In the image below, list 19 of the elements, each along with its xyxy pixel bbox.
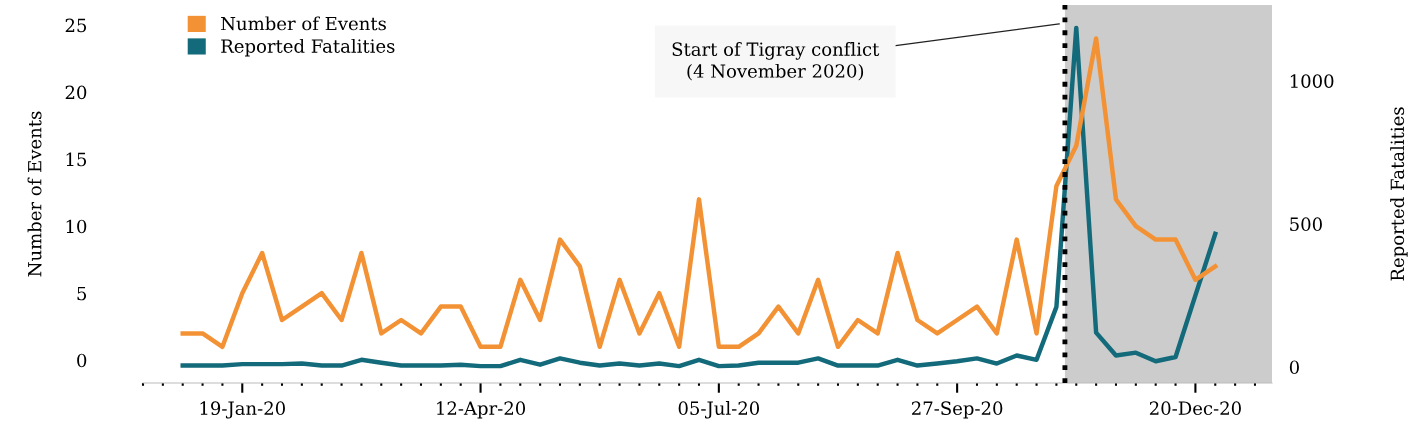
- y-tick-label: 15: [66, 152, 87, 167]
- y2-tick-label: 1000: [1290, 74, 1334, 88]
- legend-label: Number of Events: [221, 16, 386, 31]
- y2-tick-label: 0: [1289, 360, 1299, 375]
- y-tick-label: 20: [65, 85, 87, 100]
- y-axis-title: Number of Events: [27, 111, 42, 277]
- y2-tick-label: 500: [1290, 217, 1322, 232]
- x-tick-label: 05-Jul-20: [678, 401, 760, 419]
- y-tick-label: 25: [65, 18, 87, 33]
- ref-line-label: Start of Tigray conflict (4 November 2020): [672, 42, 880, 81]
- y2-axis-title: Reported Fatalities: [1390, 107, 1408, 281]
- x-tick-label: 19-Jan-20: [200, 401, 285, 419]
- legend-label: Reported Fatalities: [221, 38, 395, 57]
- x-tick-label: 20-Dec-20: [1149, 401, 1241, 416]
- y-tick-label: 0: [77, 353, 87, 368]
- y-tick-label: 5: [77, 286, 87, 301]
- x-tick-label: 27-Sep-20: [911, 401, 1003, 419]
- x-tick-label: 12-Apr-20: [437, 401, 526, 419]
- y-tick-label: 10: [66, 219, 87, 234]
